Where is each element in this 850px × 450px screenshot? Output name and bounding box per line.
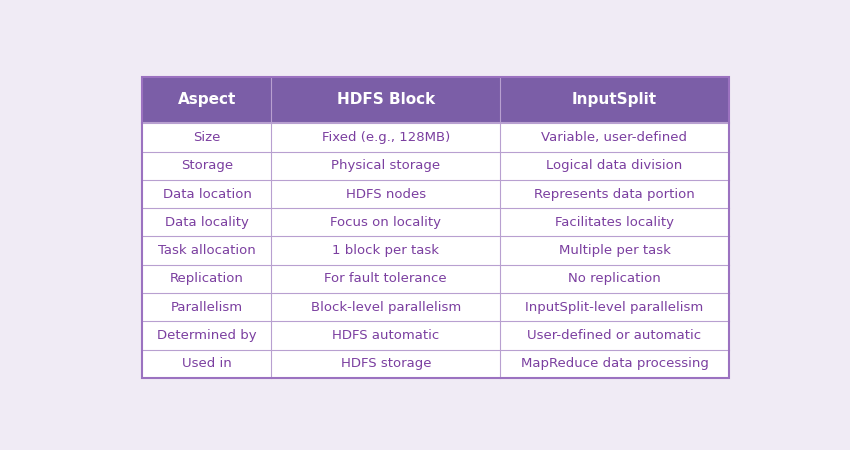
Bar xyxy=(271,350,500,378)
Bar xyxy=(143,123,271,152)
Bar xyxy=(271,208,500,236)
Bar xyxy=(271,152,500,180)
Text: User-defined or automatic: User-defined or automatic xyxy=(527,329,701,342)
Text: Block-level parallelism: Block-level parallelism xyxy=(310,301,461,314)
Text: Variable, user-defined: Variable, user-defined xyxy=(541,131,688,144)
Text: InputSplit: InputSplit xyxy=(572,92,657,108)
Bar xyxy=(143,76,728,378)
Bar xyxy=(271,123,500,152)
Bar xyxy=(500,236,728,265)
Bar xyxy=(500,265,728,293)
Text: HDFS automatic: HDFS automatic xyxy=(332,329,439,342)
Text: MapReduce data processing: MapReduce data processing xyxy=(520,357,708,370)
Bar xyxy=(143,76,271,123)
Bar xyxy=(500,350,728,378)
Text: Aspect: Aspect xyxy=(178,92,236,108)
Text: Represents data portion: Represents data portion xyxy=(534,188,694,201)
Text: Logical data division: Logical data division xyxy=(547,159,683,172)
Bar xyxy=(143,76,728,378)
Text: Physical storage: Physical storage xyxy=(332,159,440,172)
Bar xyxy=(500,293,728,321)
Bar xyxy=(500,208,728,236)
Text: Parallelism: Parallelism xyxy=(171,301,243,314)
Text: Storage: Storage xyxy=(181,159,233,172)
Bar xyxy=(143,180,271,208)
Text: Focus on locality: Focus on locality xyxy=(331,216,441,229)
Bar xyxy=(143,350,271,378)
Bar xyxy=(271,321,500,350)
Text: Multiple per task: Multiple per task xyxy=(558,244,671,257)
Bar xyxy=(143,321,271,350)
Text: Size: Size xyxy=(193,131,221,144)
Text: Determined by: Determined by xyxy=(157,329,257,342)
Text: InputSplit-level parallelism: InputSplit-level parallelism xyxy=(525,301,704,314)
Text: Fixed (e.g., 128MB): Fixed (e.g., 128MB) xyxy=(321,131,450,144)
Text: Facilitates locality: Facilitates locality xyxy=(555,216,674,229)
Text: Task allocation: Task allocation xyxy=(158,244,256,257)
Bar xyxy=(271,293,500,321)
Bar xyxy=(143,293,271,321)
Bar xyxy=(143,152,271,180)
Bar xyxy=(271,236,500,265)
Bar xyxy=(271,265,500,293)
Bar xyxy=(500,76,728,123)
Bar xyxy=(500,321,728,350)
Bar xyxy=(500,123,728,152)
Text: HDFS nodes: HDFS nodes xyxy=(346,188,426,201)
Text: Data location: Data location xyxy=(162,188,252,201)
Text: No replication: No replication xyxy=(568,272,660,285)
Text: HDFS storage: HDFS storage xyxy=(341,357,431,370)
Bar xyxy=(500,180,728,208)
Text: Replication: Replication xyxy=(170,272,244,285)
Text: HDFS Block: HDFS Block xyxy=(337,92,435,108)
Bar xyxy=(143,236,271,265)
Bar xyxy=(143,265,271,293)
Text: 1 block per task: 1 block per task xyxy=(332,244,439,257)
Bar xyxy=(271,76,500,123)
Bar xyxy=(143,208,271,236)
Text: Used in: Used in xyxy=(182,357,232,370)
Bar xyxy=(500,152,728,180)
Text: Data locality: Data locality xyxy=(165,216,249,229)
Text: For fault tolerance: For fault tolerance xyxy=(325,272,447,285)
Bar xyxy=(271,180,500,208)
